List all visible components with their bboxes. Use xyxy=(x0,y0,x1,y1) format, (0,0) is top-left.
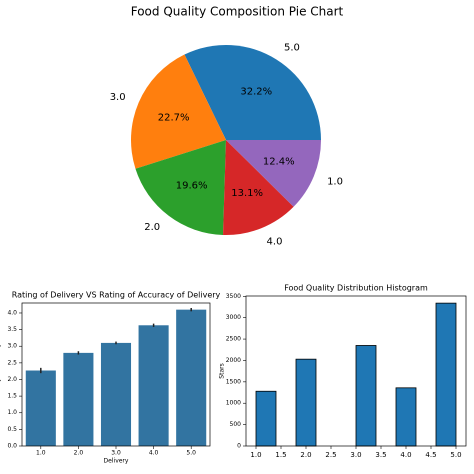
histogram-bar xyxy=(355,345,377,447)
bar xyxy=(138,325,169,446)
x-axis-label: Delivery xyxy=(104,458,129,465)
x-tick-label: 4.0 xyxy=(400,451,411,459)
x-tick-label: 1.0 xyxy=(250,451,261,459)
slice-value-label: 32.2% xyxy=(240,87,272,98)
x-tick-label: 5.0 xyxy=(186,450,196,457)
x-tick-label: 3.0 xyxy=(111,450,121,457)
slice-label: 3.0 xyxy=(110,92,126,103)
slice-value-label: 19.6% xyxy=(176,180,208,191)
x-tick-label: 2.0 xyxy=(74,450,84,457)
pie-slice xyxy=(131,54,226,169)
histogram-bar xyxy=(395,387,417,447)
pie-slice xyxy=(135,140,226,235)
y-tick-label: 2.5 xyxy=(7,359,17,366)
x-tick-label: 4.5 xyxy=(425,451,436,459)
slice-label: 5.0 xyxy=(284,42,300,53)
slice-label: 1.0 xyxy=(327,176,343,187)
y-tick-label: 500 xyxy=(230,421,242,428)
pie-slice xyxy=(223,140,294,235)
y-tick-label: 0.5 xyxy=(7,426,17,433)
y-tick-label: 1500 xyxy=(226,378,241,385)
y-tick-label: 1.0 xyxy=(7,409,17,416)
y-axis-label: Stars xyxy=(219,363,226,378)
y-tick-label: 3.5 xyxy=(7,326,17,333)
y-tick-label: 0.0 xyxy=(7,443,17,450)
x-tick-label: 1.5 xyxy=(275,451,286,459)
axes-frame xyxy=(245,295,467,447)
x-tick-label: 1.0 xyxy=(36,450,46,457)
chart-title: Rating of Delivery VS Rating of Accuracy… xyxy=(12,291,221,300)
slice-value-label: 12.4% xyxy=(263,157,295,168)
axes-frame xyxy=(21,302,211,447)
y-axis-label: Accuracy of Delivery xyxy=(0,343,2,405)
y-tick-label: 0 xyxy=(237,443,241,450)
x-tick-label: 2.5 xyxy=(325,451,336,459)
y-tick-label: 2000 xyxy=(226,357,241,364)
pie-slice xyxy=(184,45,322,141)
pie-slice xyxy=(226,140,321,207)
y-tick-label: 3500 xyxy=(226,293,241,300)
slice-label: 2.0 xyxy=(144,222,160,233)
x-tick-label: 5.0 xyxy=(450,451,461,459)
histogram-bar xyxy=(255,390,277,447)
y-tick-label: 4.0 xyxy=(7,309,17,316)
y-tick-label: 3.0 xyxy=(7,343,17,350)
slice-label: 4.0 xyxy=(267,236,283,247)
bar xyxy=(176,309,207,446)
y-tick-label: 3000 xyxy=(226,314,241,321)
histogram-bar xyxy=(295,358,317,447)
x-tick-label: 3.5 xyxy=(375,451,386,459)
x-tick-label: 4.0 xyxy=(149,450,159,457)
x-tick-label: 2.0 xyxy=(300,451,311,459)
y-tick-label: 1.5 xyxy=(7,393,17,400)
chart-title: Food Quality Composition Pie Chart xyxy=(131,5,344,19)
y-tick-label: 2500 xyxy=(226,336,241,343)
bar xyxy=(100,342,132,446)
bar xyxy=(25,370,56,446)
slice-value-label: 13.1% xyxy=(231,188,263,199)
histogram-bar xyxy=(435,302,457,447)
slice-value-label: 22.7% xyxy=(158,113,190,124)
bar xyxy=(63,352,94,446)
x-tick-label: 3.0 xyxy=(350,451,361,459)
y-tick-label: 2.0 xyxy=(7,376,17,383)
y-tick-label: 1000 xyxy=(226,400,241,407)
chart-title: Food Quality Distribution Histogram xyxy=(284,284,428,293)
